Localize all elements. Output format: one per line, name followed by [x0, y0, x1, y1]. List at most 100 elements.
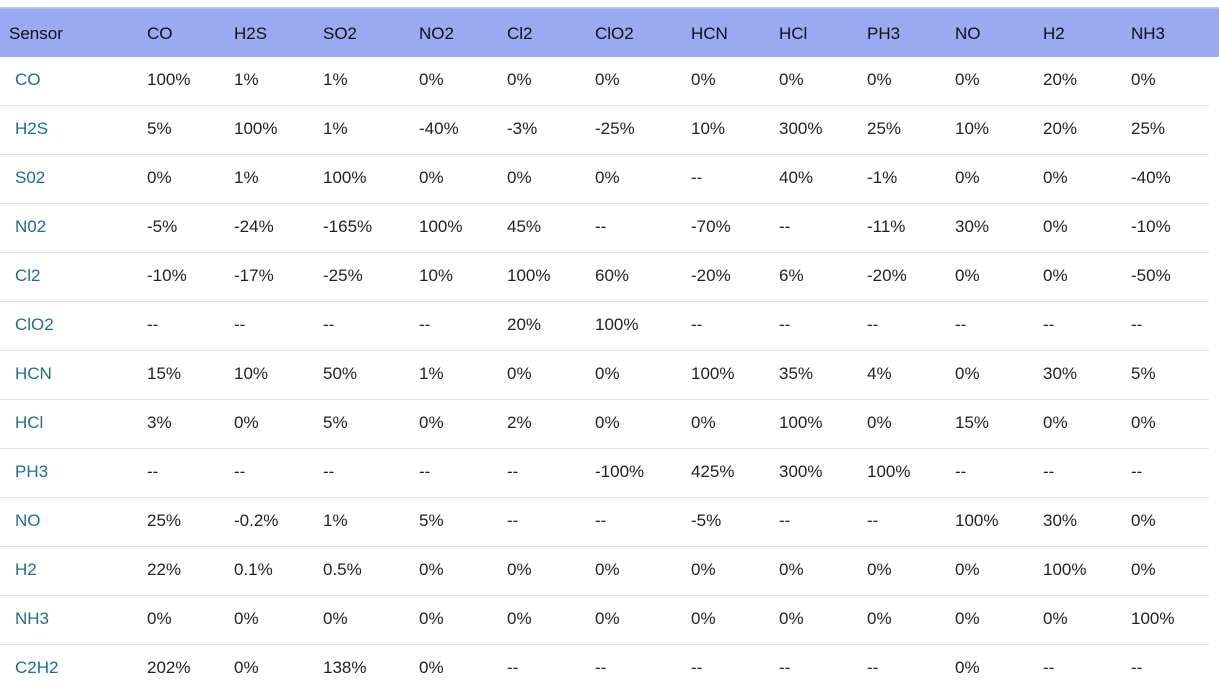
table-cell: -1% [867, 168, 898, 187]
table-cell: -- [1043, 462, 1055, 481]
table-cell: 0% [147, 168, 172, 187]
table-cell: -24% [234, 217, 274, 236]
table-row: C2H2 202% 0% 138% 0% -- -- -- -- -- 0% -- -- [0, 645, 1209, 693]
table-cell: 0% [507, 168, 532, 187]
table-cell: -10% [1131, 217, 1171, 236]
table-cell: 0% [507, 364, 532, 383]
table-cell: 0% [867, 70, 892, 89]
table-cell: -- [1043, 658, 1055, 677]
table-cell: 0% [507, 560, 532, 579]
table-cell: -- [779, 315, 791, 334]
table-cell: 0% [595, 364, 620, 383]
table-cell: 0% [1043, 217, 1068, 236]
table-cell: 0% [419, 70, 444, 89]
table-cell: 0% [1043, 168, 1068, 187]
table-cell: 100% [1131, 609, 1175, 628]
table-cell: 1% [419, 364, 444, 383]
table-cell: 30% [955, 217, 990, 236]
table-cell: 50% [323, 364, 358, 383]
table-cell: 10% [419, 266, 454, 285]
row-sensor-label: ClO2 [15, 315, 54, 334]
table-cell: -- [1131, 658, 1143, 677]
table-cell: 20% [1043, 70, 1078, 89]
table-cell: -40% [1131, 168, 1171, 187]
table-cell: 10% [691, 119, 726, 138]
table-row: HCl 3% 0% 5% 0% 2% 0% 0% 100% 0% 15% 0% 0% [0, 400, 1209, 449]
header-cell: NH3 [1131, 24, 1166, 43]
table-cell: 0% [419, 609, 444, 628]
table-cell: 0% [691, 413, 716, 432]
table-cell: 10% [234, 364, 269, 383]
table-cell: 1% [323, 70, 348, 89]
table-cell: 0% [955, 266, 980, 285]
table-cell: 0.1% [234, 560, 273, 579]
table-cell: -- [867, 511, 879, 530]
table-row: S02 0% 1% 100% 0% 0% 0% -- 40% -1% 0% 0% -40% [0, 155, 1209, 204]
table-cell: 0% [1043, 413, 1068, 432]
table-cell: 0% [955, 609, 980, 628]
header-cell: H2S [234, 24, 268, 43]
header-cell: PH3 [867, 24, 901, 43]
table-cell: -- [323, 315, 335, 334]
table-cell: 0% [955, 364, 980, 383]
table-row: H2S 5% 100% 1% -40% -3% -25% 10% 300% 25% 10% 20% 25… [0, 106, 1209, 155]
header-cell: NO [955, 24, 981, 43]
table-cell: 0% [419, 413, 444, 432]
table-cell: 100% [507, 266, 551, 285]
row-sensor-label: C2H2 [15, 658, 59, 677]
table-cell: -- [234, 315, 246, 334]
table-cell: 20% [507, 315, 542, 334]
table-cell: -- [955, 462, 967, 481]
table-cell: 30% [1043, 364, 1078, 383]
table-cell: -- [779, 658, 791, 677]
row-sensor-label: H2S [15, 119, 49, 138]
table-cell: 425% [691, 462, 735, 481]
table-cell: -- [955, 315, 967, 334]
table-cell: 100% [1043, 560, 1087, 579]
table-cell: 0% [955, 168, 980, 187]
table-cell: -- [595, 658, 607, 677]
table-cell: 0% [867, 609, 892, 628]
table-cell: 30% [1043, 511, 1078, 530]
table-cell: -- [323, 462, 335, 481]
table-cell: 0% [1043, 609, 1068, 628]
table-cell: 40% [779, 168, 814, 187]
header-cell: SO2 [323, 24, 358, 43]
table-cell: -- [595, 511, 607, 530]
header-cell: Cl2 [507, 24, 533, 43]
table-cell: 100% [779, 413, 823, 432]
table-cell: 0% [419, 560, 444, 579]
row-sensor-label: N02 [15, 217, 47, 236]
table-cell: 100% [419, 217, 463, 236]
table-cell: 100% [595, 315, 639, 334]
table-cell: -- [147, 315, 159, 334]
table-cell: -11% [867, 217, 906, 236]
table-cell: 0% [419, 658, 444, 677]
table-cell: -3% [507, 119, 538, 138]
table-header-row: Sensor CO H2S SO2 NO2 Cl2 ClO2 HCN HCl PH3 NO H2 NH3 [0, 7, 1219, 57]
table-cell: 0% [691, 609, 716, 628]
table-cell: 0% [234, 609, 259, 628]
table-cell: -- [779, 217, 791, 236]
table-cell: -17% [234, 266, 274, 285]
table-cell: 0% [234, 413, 259, 432]
row-sensor-label: H2 [15, 560, 37, 579]
row-sensor-label: Cl2 [15, 266, 41, 285]
table-cell: 0% [147, 609, 172, 628]
table-cell: 60% [595, 266, 630, 285]
header-cell-sensor: Sensor [9, 24, 63, 43]
table-cell: 100% [147, 70, 191, 89]
table-cell: 0% [955, 70, 980, 89]
table-cell: 0% [867, 413, 892, 432]
table-cell: -- [779, 511, 791, 530]
table-cell: 3% [147, 413, 172, 432]
table-cell: -- [867, 315, 879, 334]
table-cell: 100% [234, 119, 278, 138]
table-row: ClO2 -- -- -- -- 20% 100% -- -- -- -- -- -- [0, 302, 1209, 351]
table-cell: 0% [691, 560, 716, 579]
table-cell: 0% [1131, 560, 1156, 579]
table-cell: 100% [955, 511, 999, 530]
header-cell: HCl [779, 24, 808, 43]
table-cell: 10% [955, 119, 990, 138]
